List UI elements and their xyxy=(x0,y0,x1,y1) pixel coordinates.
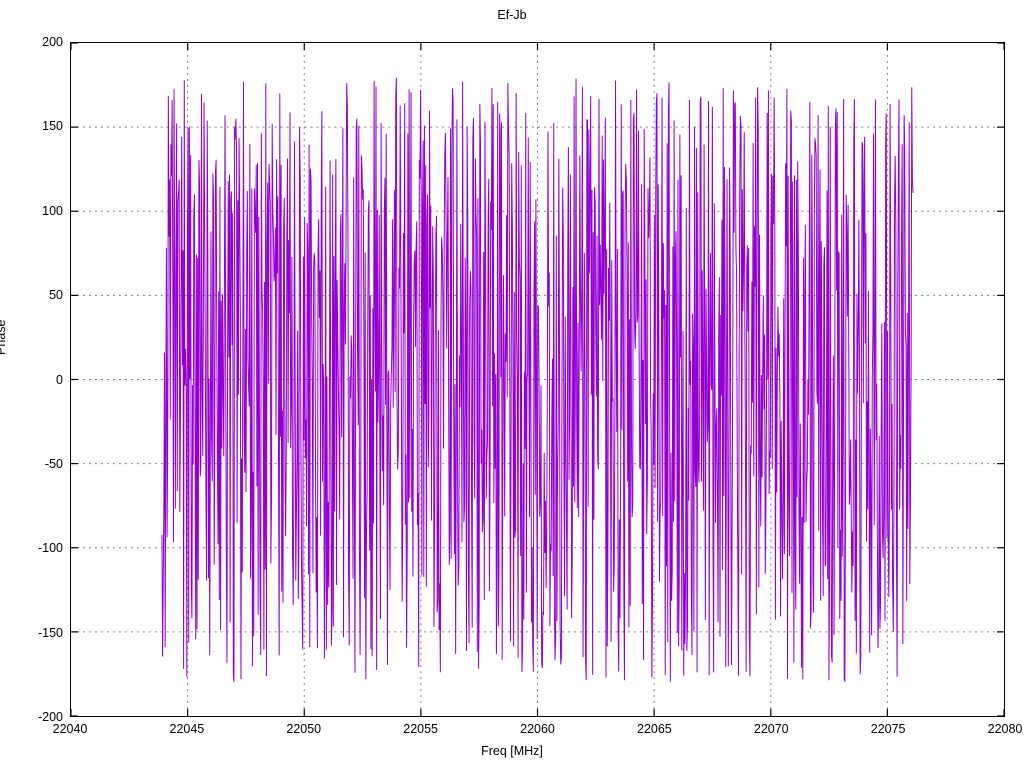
x-tick-label: 22075 xyxy=(870,722,906,736)
x-tick-label: 22060 xyxy=(520,722,555,736)
x-tick-label: 22070 xyxy=(753,722,789,736)
plot-frame xyxy=(70,42,1005,717)
x-tick-label: 22040 xyxy=(52,722,88,736)
x-tick-label: 22045 xyxy=(169,722,205,736)
page-title: Ef-Jb xyxy=(497,8,527,22)
x-tick-label: 22080 xyxy=(987,722,1023,736)
y-tick-label: -150 xyxy=(37,625,63,640)
y-tick-label: 50 xyxy=(49,288,63,303)
y-tick-label: 0 xyxy=(56,372,63,387)
y-tick-label: 150 xyxy=(42,119,63,134)
y-tick-label: 100 xyxy=(42,203,63,218)
x-tick-label: 22065 xyxy=(636,722,672,736)
x-tick-label: 22055 xyxy=(403,722,439,736)
x-axis-label: Freq [MHz] xyxy=(481,744,543,758)
y-tick-label: -200 xyxy=(37,710,63,724)
y-tick-label: -50 xyxy=(44,456,63,471)
x-tick-label: 22050 xyxy=(286,722,322,736)
y-tick-label: 200 xyxy=(42,35,63,49)
axis-ticks xyxy=(71,43,1004,716)
data-series-line xyxy=(161,77,914,683)
y-axis-label: Phase xyxy=(0,319,8,355)
y-tick-label: -100 xyxy=(37,541,63,556)
